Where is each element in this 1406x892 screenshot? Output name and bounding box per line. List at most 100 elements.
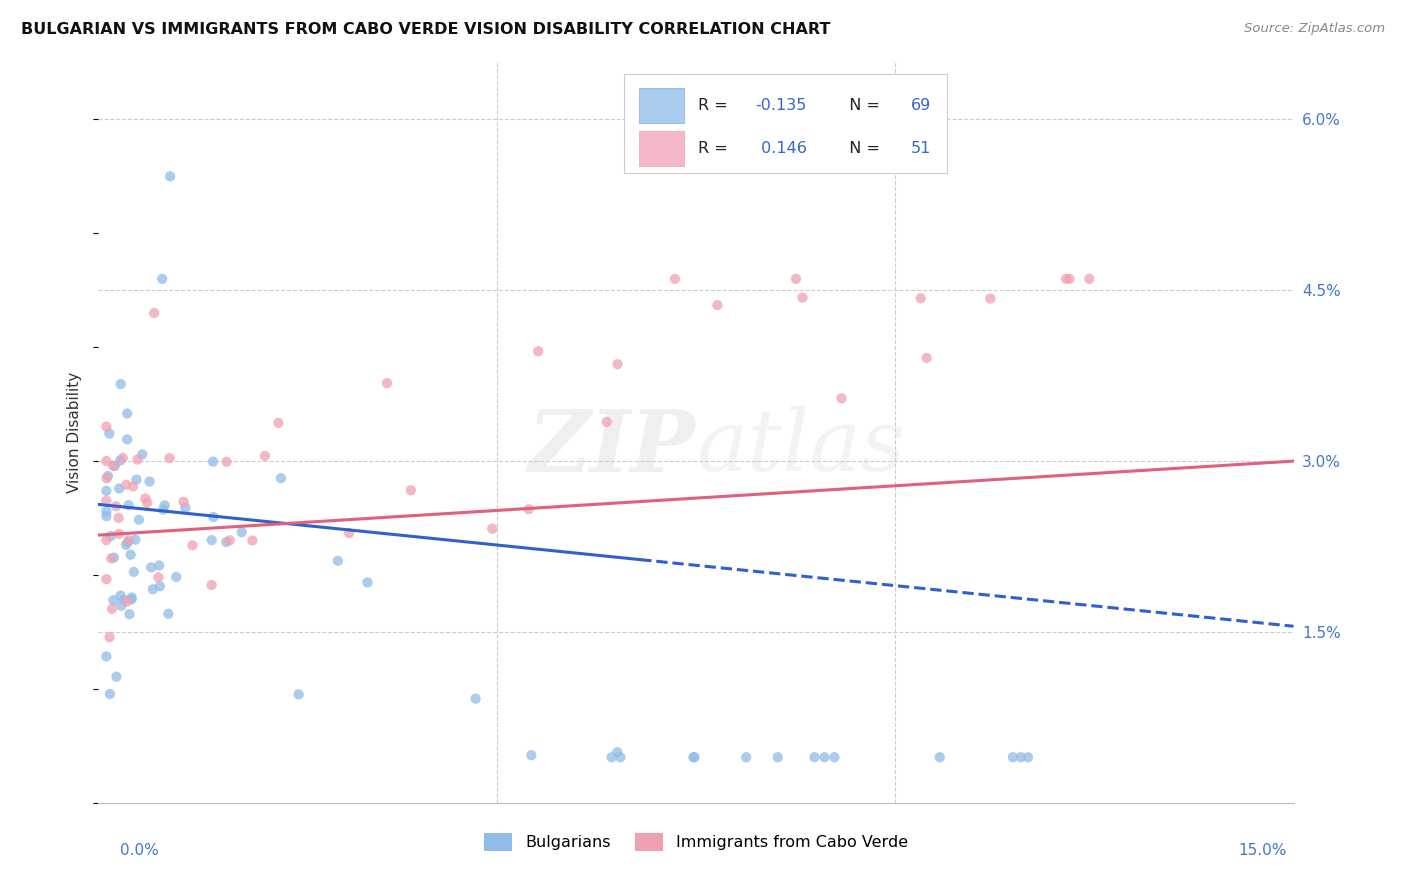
Point — [143, 306, 166, 320]
Point — [517, 502, 540, 516]
Point — [103, 593, 125, 607]
Point — [96, 493, 118, 508]
Point — [218, 533, 240, 548]
Point — [792, 291, 814, 305]
Point — [108, 453, 131, 467]
Point — [117, 433, 139, 447]
Point — [173, 495, 195, 509]
Point — [115, 594, 138, 608]
Point — [174, 500, 197, 515]
Point — [813, 750, 835, 764]
Point — [215, 455, 238, 469]
Point — [117, 498, 139, 512]
Point — [96, 533, 118, 548]
Point — [128, 513, 150, 527]
Point — [267, 416, 290, 430]
Point — [270, 471, 292, 485]
Point — [141, 560, 163, 574]
Point — [111, 451, 134, 466]
Point — [98, 426, 121, 441]
Point — [96, 471, 118, 485]
Point — [735, 750, 758, 764]
Text: ZIP: ZIP — [529, 406, 696, 489]
Point — [98, 630, 121, 644]
Point — [1017, 750, 1039, 764]
Point — [105, 499, 128, 513]
Point — [596, 415, 619, 429]
Point — [105, 670, 128, 684]
Point — [96, 483, 118, 498]
Point — [606, 357, 628, 371]
Point — [122, 479, 145, 493]
Point — [375, 376, 398, 391]
Point — [101, 602, 124, 616]
Point — [1054, 272, 1077, 286]
Point — [326, 554, 349, 568]
Point — [96, 504, 118, 518]
Point — [915, 351, 938, 365]
Point — [766, 750, 789, 764]
Point — [287, 687, 309, 701]
Text: N =: N = — [839, 98, 886, 113]
Point — [159, 169, 181, 184]
Point — [100, 551, 122, 566]
Text: Source: ZipAtlas.com: Source: ZipAtlas.com — [1244, 22, 1385, 36]
FancyBboxPatch shape — [624, 73, 948, 173]
Point — [101, 458, 124, 473]
Point — [830, 392, 852, 406]
Point — [609, 750, 631, 764]
Point — [1078, 272, 1101, 286]
Point — [606, 745, 628, 759]
Point — [96, 649, 118, 664]
Point — [97, 469, 120, 483]
Point — [215, 535, 238, 549]
Point — [683, 750, 706, 764]
Point — [115, 477, 138, 491]
Point — [149, 579, 172, 593]
Point — [138, 475, 160, 489]
Point — [120, 548, 142, 562]
Point — [202, 455, 225, 469]
Point — [122, 565, 145, 579]
Text: 0.146: 0.146 — [756, 141, 807, 156]
Point — [107, 511, 129, 525]
Point — [96, 419, 118, 434]
Point — [600, 750, 623, 764]
Point — [136, 496, 159, 510]
Point — [910, 291, 932, 305]
Point — [148, 558, 170, 573]
FancyBboxPatch shape — [638, 130, 685, 166]
Point — [98, 687, 121, 701]
Point — [110, 377, 132, 392]
Point — [103, 550, 125, 565]
Point — [104, 458, 127, 473]
Point — [112, 592, 135, 607]
Text: 0.0%: 0.0% — [120, 843, 159, 858]
Text: 51: 51 — [911, 141, 931, 156]
Point — [527, 344, 550, 359]
Point — [124, 533, 146, 547]
Point — [481, 522, 503, 536]
Point — [664, 272, 686, 286]
Point — [118, 533, 141, 548]
Point — [242, 533, 264, 548]
Point — [117, 535, 139, 549]
Point — [96, 572, 118, 586]
Point — [682, 750, 704, 764]
Point — [115, 538, 138, 552]
Point — [231, 525, 253, 540]
Text: atlas: atlas — [696, 406, 905, 489]
Point — [200, 578, 222, 592]
Point — [706, 298, 728, 312]
Point — [108, 482, 131, 496]
Point — [148, 570, 170, 584]
Text: -0.135: -0.135 — [756, 98, 807, 113]
Point — [100, 529, 122, 543]
Point — [356, 575, 378, 590]
Point — [150, 272, 173, 286]
Point — [142, 582, 165, 597]
FancyBboxPatch shape — [638, 87, 685, 123]
Text: N =: N = — [839, 141, 886, 156]
Point — [520, 748, 543, 763]
Point — [928, 750, 950, 764]
